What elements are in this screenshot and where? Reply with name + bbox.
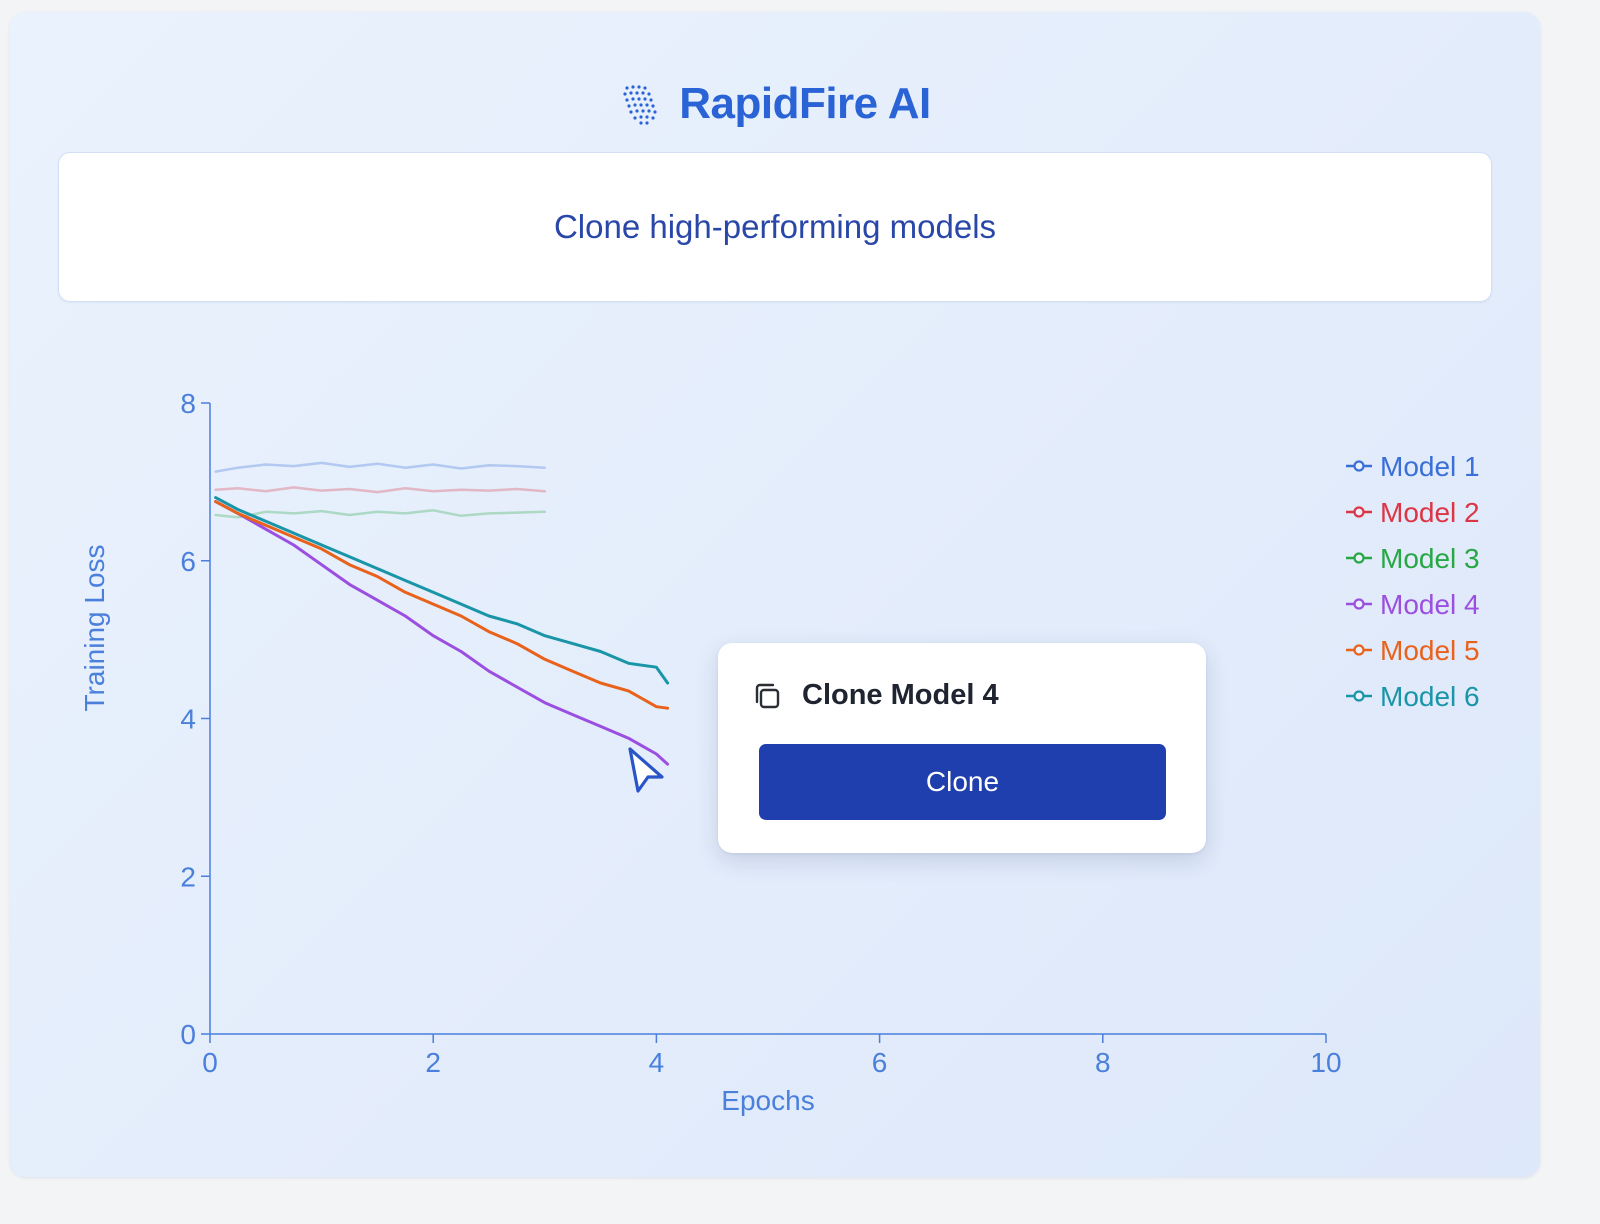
legend-swatch-marker (1353, 644, 1365, 656)
x-tick-label: 10 (1310, 1047, 1341, 1078)
legend-swatch-marker (1353, 460, 1365, 472)
legend-label: Model 1 (1380, 451, 1480, 482)
brand-name: RapidFire AI (679, 79, 931, 128)
legend-label: Model 3 (1380, 543, 1480, 574)
clone-popup: Clone Model 4 Clone (718, 643, 1206, 853)
mouse-pointer-icon (628, 747, 664, 793)
x-tick-label: 0 (202, 1047, 218, 1078)
popup-header: Clone Model 4 (752, 679, 999, 712)
legend-swatch-marker (1353, 552, 1365, 564)
clone-button[interactable]: Clone (759, 744, 1166, 820)
popup-title: Clone Model 4 (802, 679, 999, 711)
x-axis-label: Epochs (721, 1085, 814, 1116)
x-tick-label: 8 (1095, 1047, 1111, 1078)
legend-item-3[interactable]: Model 3 (1346, 543, 1480, 574)
y-axis-label: Training Loss (79, 544, 110, 711)
legend-label: Model 6 (1380, 681, 1480, 712)
main-card: RapidFire AI Clone high-performing model… (10, 12, 1540, 1177)
legend-swatch-marker (1353, 690, 1365, 702)
brand-header: RapidFire AI (10, 74, 1540, 134)
legend-swatch-marker (1353, 598, 1365, 610)
x-tick-label: 4 (649, 1047, 665, 1078)
legend-item-1[interactable]: Model 1 (1346, 451, 1480, 482)
feature-banner: Clone high-performing models (58, 152, 1492, 302)
series-line-2 (214, 486, 547, 494)
y-tick-label: 0 (180, 1019, 196, 1050)
y-tick-label: 6 (180, 546, 196, 577)
copy-icon (755, 683, 780, 708)
series-line-5 (214, 500, 670, 710)
series-line-1 (214, 461, 547, 473)
y-tick-label: 2 (180, 861, 196, 892)
legend-item-4[interactable]: Model 4 (1346, 589, 1480, 620)
x-tick-label: 6 (872, 1047, 888, 1078)
y-tick-label: 8 (180, 388, 196, 419)
legend-item-2[interactable]: Model 2 (1346, 497, 1480, 528)
x-tick-label: 2 (425, 1047, 441, 1078)
legend-swatch-marker (1353, 506, 1365, 518)
series-line-3 (214, 509, 547, 519)
legend-item-6[interactable]: Model 6 (1346, 681, 1480, 712)
dot-grid-logo-icon (623, 85, 657, 125)
training-loss-chart: 0 2 4 6 8 0 2 4 6 8 10 Epochs Training Loss Model 1 Mo… (79, 388, 1480, 1116)
legend-item-5[interactable]: Model 5 (1346, 635, 1480, 666)
series-line-4 (214, 500, 670, 766)
series-line-6 (214, 496, 670, 685)
legend-label: Model 4 (1380, 589, 1480, 620)
legend-label: Model 2 (1380, 497, 1480, 528)
legend-label: Model 5 (1380, 635, 1480, 666)
y-tick-label: 4 (180, 704, 196, 735)
banner-text: Clone high-performing models (553, 208, 997, 245)
